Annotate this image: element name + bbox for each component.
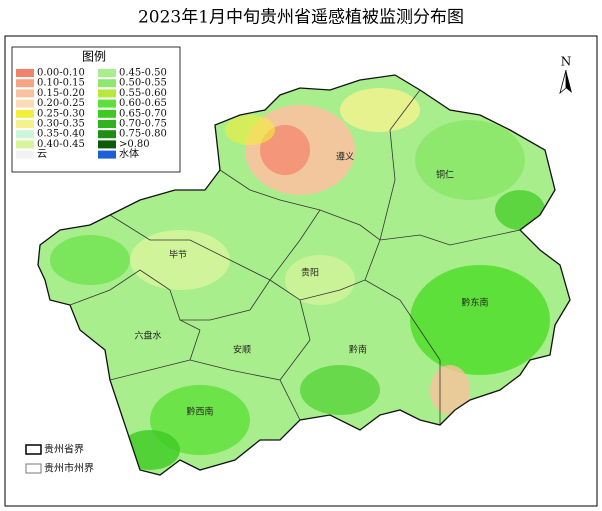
legend-label: 0.15-0.20 [37,88,85,99]
legend-swatch [98,109,116,118]
legend-swatch [16,130,34,139]
legend-swatch [98,79,116,88]
boundary-legend-label: 贵州省界 [44,443,84,456]
legend-label: 0.20-0.25 [37,98,85,109]
legend: 图例 [11,46,181,173]
legend-swatch [16,79,34,88]
legend-label: 0.25-0.30 [37,108,85,119]
map-frame [4,35,598,507]
legend-label: 0.70-0.75 [119,119,167,130]
legend-label: >0.80 [119,139,150,150]
legend-box [11,46,181,173]
legend-swatch [16,99,34,108]
legend-swatch [16,150,34,159]
legend-label: 0.50-0.55 [119,78,167,89]
city-label: 贵阳 [301,267,319,279]
legend-label: 0.30-0.35 [37,119,85,130]
prefecture-boundary-swatch [25,463,42,474]
boundary-legend-label: 贵州市州界 [44,462,94,475]
legend-swatch [98,130,116,139]
north-arrow-left [559,69,567,95]
legend-swatch [16,69,34,77]
legend-label: 0.00-0.10 [37,68,85,79]
legend-label: 0.40-0.45 [37,139,85,150]
city-label: 黔南 [349,344,367,356]
legend-label: 0.65-0.70 [119,108,167,119]
legend-label: 0.60-0.65 [119,98,167,109]
legend-swatch [98,120,116,128]
legend-swatch [98,140,116,149]
legend-label: 0.35-0.40 [37,129,85,140]
legend-title: 图例 [82,50,106,64]
legend-swatch [98,150,116,159]
city-label: 安顺 [233,344,251,356]
city-label: 毕节 [169,249,187,261]
legend-label: 云 [37,149,47,160]
north-arrow-right [566,70,572,93]
legend-swatch [16,109,34,118]
legend-label: 0.45-0.50 [119,68,167,79]
city-label: 铜仁 [436,169,454,181]
legend-swatch [98,89,116,98]
city-label: 黔西南 [186,406,213,418]
city-label: 遵义 [336,151,354,163]
legend-swatch [16,120,34,128]
legend-label: 水体 [119,148,139,160]
legend-swatch [98,99,116,108]
legend-swatch [16,140,34,149]
legend-swatch [16,89,34,98]
city-label: 黔东南 [461,297,488,309]
legend-label: 0.75-0.80 [119,129,167,140]
legend-label: 0.10-0.15 [37,78,85,89]
map-title: 2023年1月中旬贵州省遥感植被监测分布图 [138,8,464,28]
province-boundary-swatch [25,444,42,455]
legend-swatch [98,69,116,77]
prefecture-boundaries [69,89,521,425]
north-arrow: N [559,55,572,95]
north-label: N [561,55,572,69]
city-label: 六盘水 [134,330,161,342]
legend-label: 0.55-0.60 [119,88,167,99]
